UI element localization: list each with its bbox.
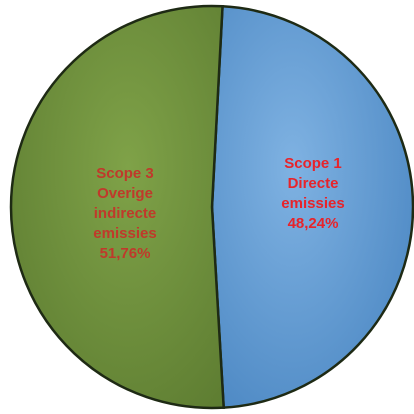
- pie-slice-2: [9, 4, 226, 410]
- slice-label-line: indirecte: [94, 205, 157, 222]
- slice-label-2: Scope 3 Overige indirecte emissies 51,76%: [93, 165, 156, 262]
- pie-slice-1: [210, 4, 414, 409]
- slice-percent-label: 48,24%: [288, 215, 339, 232]
- slice-label-line: Overige: [97, 185, 153, 202]
- slice-label-1: Scope 1 Directe emissies 48,24%: [281, 155, 344, 232]
- slice-label-line: emissies: [93, 225, 156, 242]
- slice-label-line: Scope 3: [96, 165, 154, 182]
- slice-label-line: Directe: [288, 175, 339, 192]
- slice-percent-label: 51,76%: [100, 245, 151, 262]
- slice-label-line: emissies: [281, 195, 344, 212]
- slice-label-line: Scope 1: [284, 155, 342, 172]
